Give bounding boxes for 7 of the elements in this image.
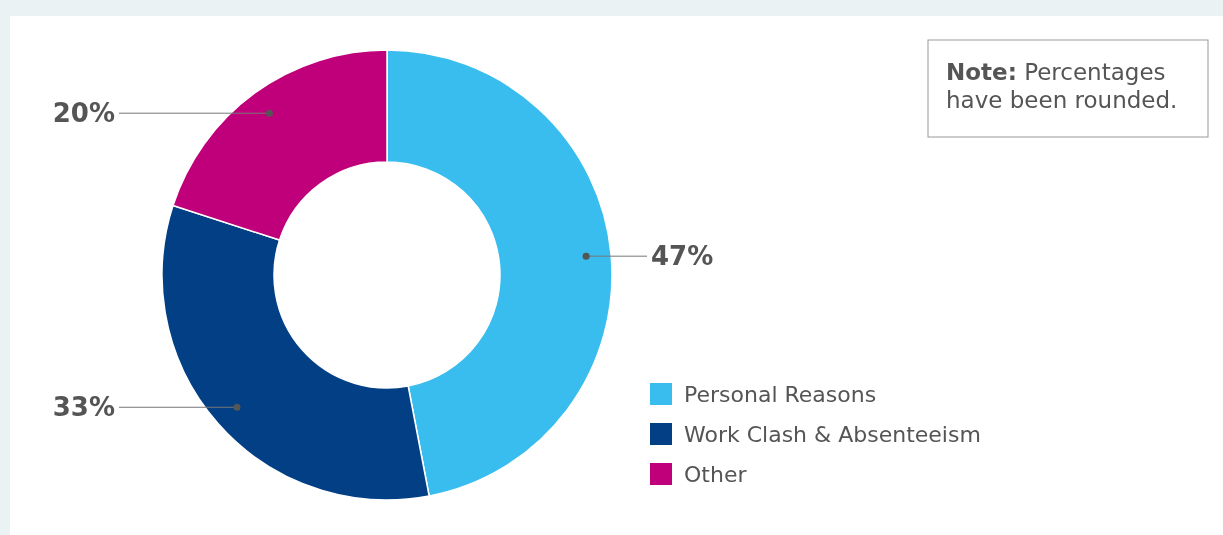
data-label: 33% (52, 392, 115, 423)
data-label: 47% (651, 241, 714, 272)
text: Note: Percentages have been rounded. (946, 59, 1178, 113)
legend-label: Work Clash & Absenteeism (684, 422, 981, 447)
legend-label: Other (684, 462, 748, 487)
legend-label: Personal Reasons (684, 382, 877, 407)
data-label: 20% (52, 98, 115, 129)
